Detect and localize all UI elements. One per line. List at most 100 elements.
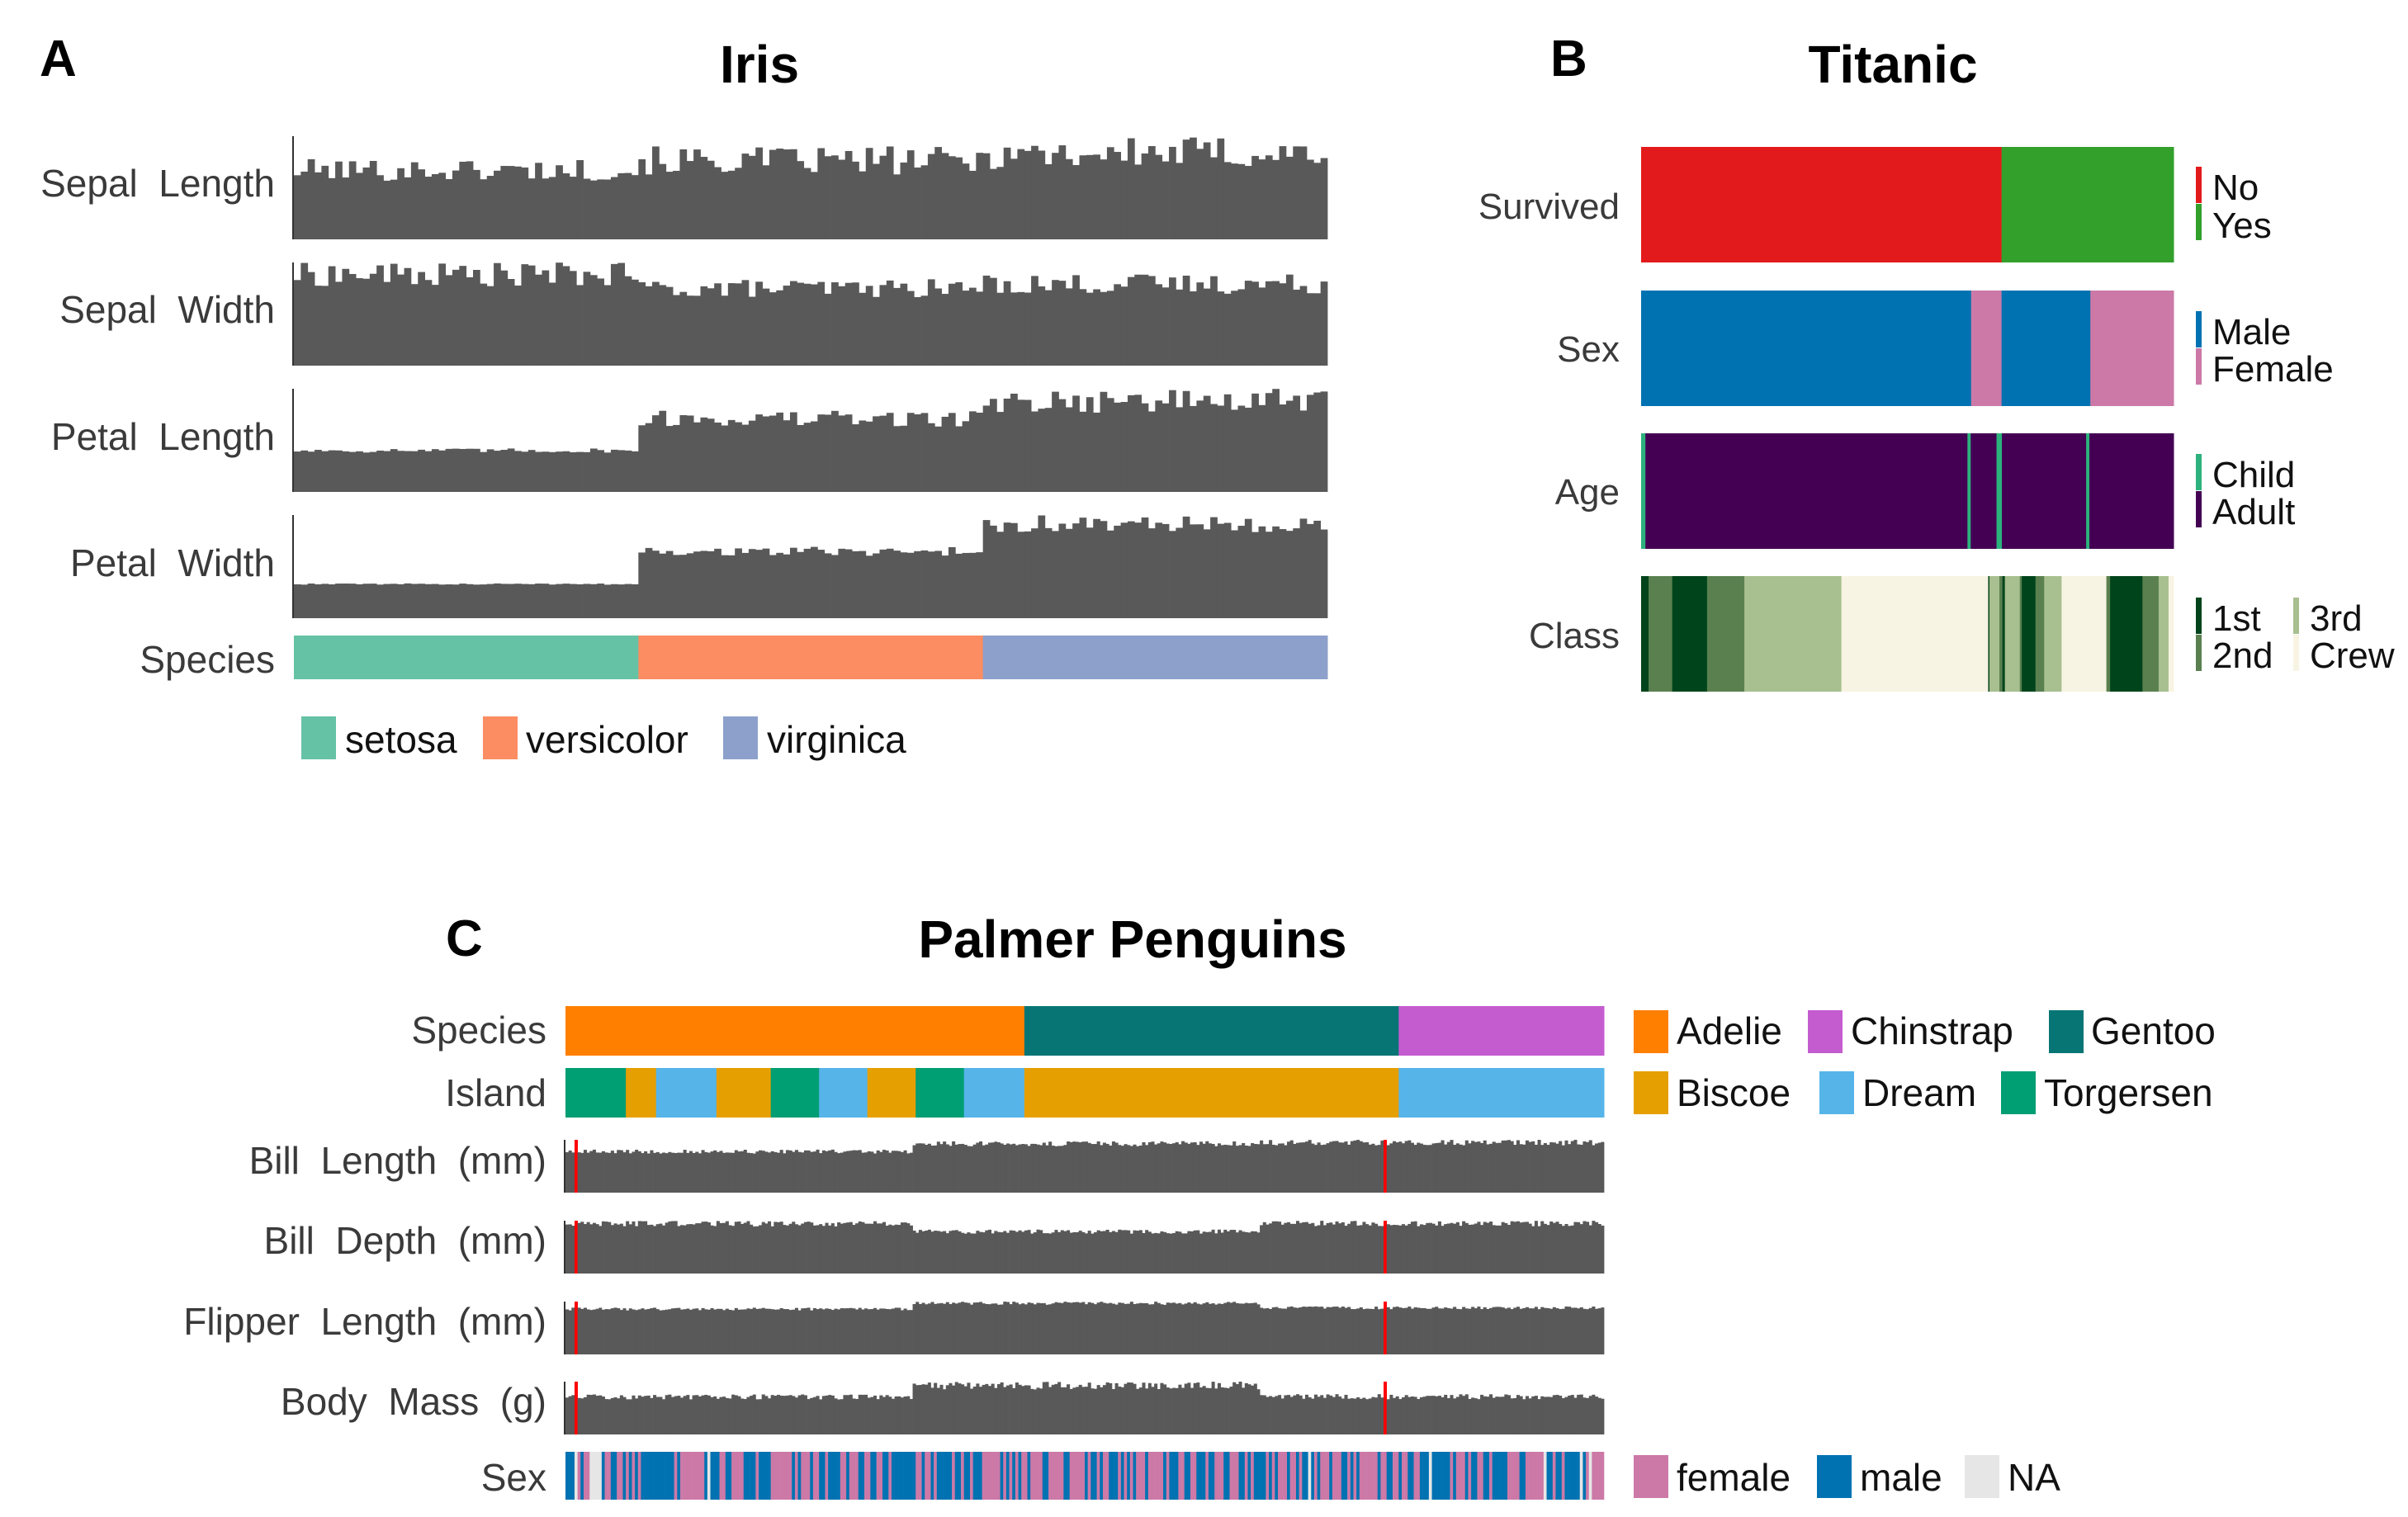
penguins-row-6-bar [1048,1387,1053,1434]
penguins-row-4-bar [855,1223,859,1274]
penguins-row-3-bar [1344,1141,1348,1193]
legend-swatch-chinstrap [1808,1010,1843,1053]
legend-swatch-adelie [1634,1010,1668,1053]
legend-swatch-na [1965,1455,1999,1498]
penguins-row-4-bar [1437,1221,1441,1274]
penguins-row-3-bar [1341,1142,1345,1193]
penguins-sex-stripe-female [888,1452,892,1500]
iris-row-1-bar [1203,142,1211,239]
penguins-sex-stripe-female [1601,1452,1605,1500]
penguins-row-5-bar [1060,1302,1064,1354]
penguins-row-5-bar [888,1309,892,1354]
penguins-row-4-bar [1579,1224,1583,1274]
iris-row-3-bar [1010,393,1018,492]
penguins-row-5-bar [610,1308,614,1354]
penguins-sex-stripe-female [801,1452,805,1500]
iris-row-3-bar [418,449,425,492]
penguins-row-4-bar [1060,1230,1064,1274]
penguins-row-3-bar [1302,1142,1306,1193]
penguins-sex-stripe-female [1326,1452,1330,1500]
iris-row-4-bar [1003,522,1011,618]
penguins-row-5-bar [987,1304,992,1354]
penguins-row-3-bar [1486,1144,1490,1193]
penguins-row-4-bar [1147,1231,1152,1274]
penguins-row-6-bar [668,1394,672,1434]
penguins-row-3-bar [1163,1142,1167,1193]
iris-row-4-bar [1031,528,1038,618]
penguins-row-5-bar [958,1302,962,1354]
penguins-sex-stripe-male [1446,1452,1450,1500]
penguins-row-4-bar [1474,1223,1478,1274]
penguins-row-3-bar [1371,1143,1375,1193]
penguins-row-4-bar [764,1223,769,1274]
penguins-row-6-bar [701,1395,705,1434]
penguins-row-3-bar [1582,1141,1587,1193]
penguins-sex-stripe-female [1057,1452,1062,1500]
titanic-class-segment-crew [2168,576,2174,692]
iris-row-2-bar [976,291,984,366]
penguins-row-3-bar [825,1151,829,1193]
penguins-row-4-bar [750,1224,754,1274]
iris-row-3-bar [390,449,398,492]
penguins-row-3-bar [583,1150,587,1193]
iris-row-1-bar [1106,147,1114,239]
iris-row-3-bar [1127,395,1135,492]
penguins-row-3-bar [1109,1145,1113,1193]
iris-row-2-bar [328,266,336,366]
iris-row-1-bar [1231,163,1238,239]
penguins-row-5-bar [1570,1307,1574,1354]
penguins-row-4-bar [867,1223,871,1274]
penguins-row-4-bar [792,1222,796,1274]
penguins-row-3-bar [1407,1140,1412,1193]
penguins-row-4-bar [1024,1230,1028,1274]
penguins-row-6-bar [1220,1387,1224,1434]
penguins-row-6-bar [1504,1394,1508,1434]
penguins-sex-stripe-female [783,1452,787,1500]
penguins-row-4-bar [695,1223,699,1274]
iris-row-2-bar [1086,292,1094,366]
penguins-row-6-bar [568,1396,572,1434]
legend-label-adult: Adult [2212,492,2295,532]
penguins-row-4-bar [1404,1225,1408,1274]
penguins-row-6-bar [1260,1395,1264,1434]
iris-row-4-bar [1217,523,1225,618]
penguins-row-3-bar [1114,1142,1119,1193]
penguins-sex-stripe-male [891,1452,895,1500]
titanic-bar-rows [1641,147,2174,692]
penguins-row-4-bar [1455,1222,1459,1274]
penguins-island-segment-biscoe [626,1068,657,1118]
iris-row-label-sepal-width: Sepal Width [59,288,275,331]
iris-row-1-bar [356,172,363,239]
penguins-row-6-bar [1042,1382,1046,1434]
penguins-row-6-bar [598,1395,603,1434]
penguins-row-3-bar [722,1152,726,1193]
iris-row-3-bar [996,412,1005,492]
penguins-row-6-bar [1380,1397,1384,1434]
penguins-row-4-bar [828,1225,832,1274]
iris-row-3-bar [679,415,688,492]
iris-row-2-bar [1031,276,1038,366]
penguins-row-5-bar [1299,1307,1303,1354]
legend-swatch-versicolor [483,716,518,759]
penguins-row-6-bar [888,1396,892,1434]
titanic-title: Titanic [1808,35,1977,94]
penguins-row-6-bar [1235,1383,1239,1434]
penguins-row-6-bar [1085,1387,1089,1434]
penguins-row-3-bar [1501,1140,1505,1193]
penguins-sex-stripe-female [1338,1452,1342,1500]
penguins-row-6-bar [644,1396,648,1434]
penguins-row-3-bar [698,1153,702,1193]
iris-row-4-bar [1223,522,1232,618]
iris-row-3-bar [315,450,322,492]
penguins-row-5-bar [1269,1309,1273,1354]
iris-row-3-bar [1079,411,1087,492]
iris-row-3-bar [1182,390,1190,492]
penguins-sex-stripe-male [1100,1452,1104,1500]
iris-row-4-bar [362,584,371,618]
penguins-row-4-bar [710,1225,714,1274]
iris-row-4-bar [1024,531,1032,618]
penguins-row-4-bar [1531,1226,1535,1274]
penguins-row-3-bar [1033,1143,1037,1193]
legend-label-biscoe: Biscoe [1677,1071,1791,1114]
penguins-row-5-bar [776,1309,781,1354]
